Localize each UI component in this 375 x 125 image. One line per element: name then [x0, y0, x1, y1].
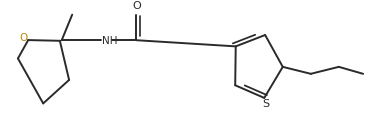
- Text: O: O: [132, 1, 141, 11]
- Text: O: O: [20, 33, 28, 43]
- Text: S: S: [262, 99, 270, 109]
- Text: NH: NH: [102, 36, 118, 46]
